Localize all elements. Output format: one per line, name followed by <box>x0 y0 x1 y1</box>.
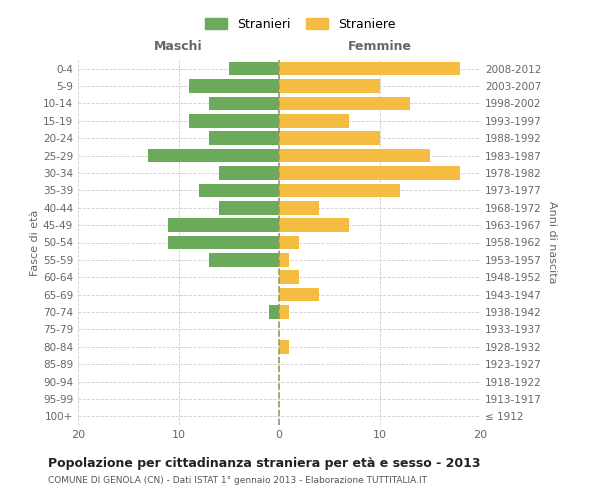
Text: Popolazione per cittadinanza straniera per età e sesso - 2013: Popolazione per cittadinanza straniera p… <box>48 458 481 470</box>
Bar <box>279 132 380 145</box>
Bar <box>279 340 289 353</box>
Bar <box>279 305 289 319</box>
Bar <box>279 218 349 232</box>
Bar <box>148 149 279 162</box>
Bar <box>279 62 460 76</box>
Bar <box>199 184 279 197</box>
Y-axis label: Fasce di età: Fasce di età <box>30 210 40 276</box>
Bar <box>279 149 430 162</box>
Bar <box>279 253 289 266</box>
Y-axis label: Anni di nascita: Anni di nascita <box>547 201 557 284</box>
Bar <box>169 236 279 250</box>
Text: Maschi: Maschi <box>154 40 203 52</box>
Bar <box>169 218 279 232</box>
Bar <box>218 201 279 214</box>
Text: Femmine: Femmine <box>347 40 412 52</box>
Text: COMUNE DI GENOLA (CN) - Dati ISTAT 1° gennaio 2013 - Elaborazione TUTTITALIA.IT: COMUNE DI GENOLA (CN) - Dati ISTAT 1° ge… <box>48 476 427 485</box>
Bar <box>209 96 279 110</box>
Bar <box>209 132 279 145</box>
Bar <box>279 236 299 250</box>
Bar <box>218 166 279 180</box>
Bar <box>279 96 410 110</box>
Bar <box>269 305 279 319</box>
Bar <box>188 80 279 93</box>
Bar <box>279 166 460 180</box>
Bar <box>188 114 279 128</box>
Legend: Stranieri, Straniere: Stranieri, Straniere <box>201 14 399 34</box>
Bar <box>229 62 279 76</box>
Bar <box>279 270 299 284</box>
Bar <box>209 253 279 266</box>
Bar <box>279 114 349 128</box>
Bar <box>279 184 400 197</box>
Bar <box>279 80 380 93</box>
Bar <box>279 288 319 302</box>
Bar <box>279 201 319 214</box>
